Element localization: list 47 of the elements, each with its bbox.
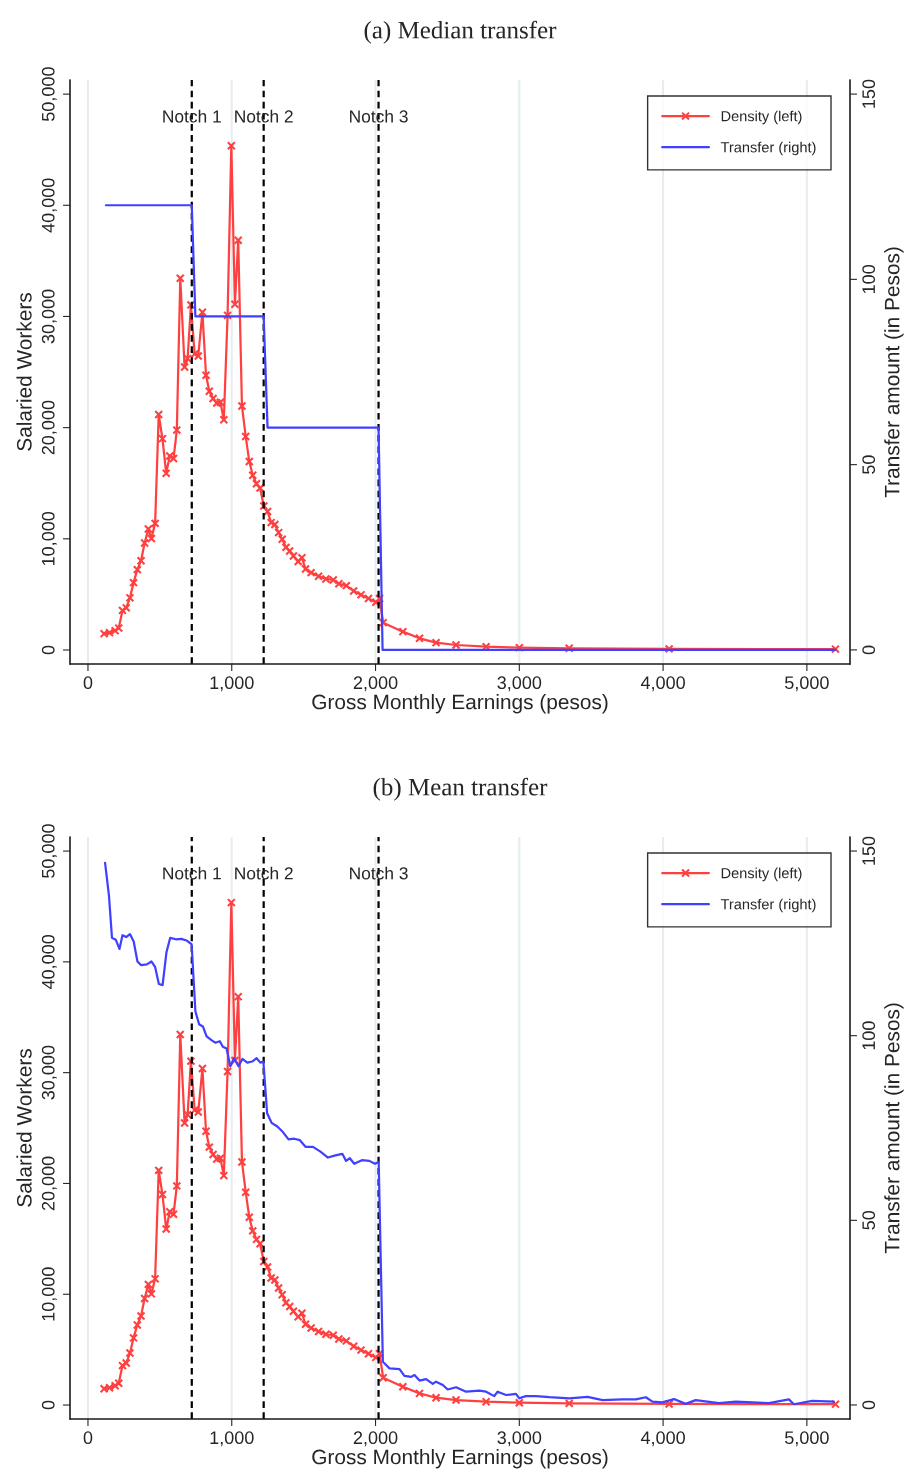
x-tick-label: 2,000 [353, 676, 398, 692]
y-tick-label: 10,000 [41, 1267, 57, 1321]
ref-line-label: Notch 2 [235, 866, 293, 880]
y2-tick-label: 150 [862, 836, 876, 865]
y-tick-label: 50,000 [41, 67, 57, 122]
y2-axis-title: Transfer amount (in Pesos) [884, 1003, 904, 1254]
y-axis-title: Salaried Workers [16, 293, 32, 451]
x-tick-label: 4,000 [640, 676, 685, 692]
y2-tick-label: 100 [862, 1021, 876, 1050]
x-tick-label: 0 [83, 676, 93, 690]
y2-tick-label: 50 [862, 1210, 876, 1230]
y-tick-label: 20,000 [41, 400, 57, 455]
y-axis-title: Salaried Workers [16, 1049, 32, 1207]
x-tick-label: 3,000 [497, 676, 542, 692]
y2-tick-label: 100 [862, 265, 876, 294]
legend-label: Density (left) [721, 867, 802, 882]
x-tick-label: 1,000 [210, 1431, 254, 1447]
y2-tick-label: 150 [862, 79, 876, 108]
y-tick-label: 20,000 [41, 1156, 57, 1211]
x-tick-label: 1,000 [210, 676, 254, 692]
y-tick-label: 0 [41, 1400, 55, 1410]
ref-line-label: Notch 1 [163, 866, 221, 880]
y-tick-label: 10,000 [41, 511, 57, 566]
y-tick-label: 0 [41, 645, 55, 655]
y2-tick-label: 0 [862, 645, 876, 655]
y-tick-label: 30,000 [41, 289, 57, 344]
x-tick-label: 3,000 [497, 1431, 542, 1447]
legend-label: Transfer (right) [720, 141, 816, 156]
y-tick-label: 50,000 [41, 824, 57, 878]
legend-label: Density (left) [721, 110, 802, 125]
y-tick-label: 40,000 [41, 934, 57, 990]
chart-title: (b) Mean transfer [373, 777, 548, 801]
x-axis-title: Gross Monthly Earnings (pesos) [312, 694, 608, 714]
y2-axis-title: Transfer amount (in Pesos) [884, 247, 904, 498]
y-tick-label: 30,000 [41, 1045, 57, 1100]
x-tick-label: 5,000 [785, 1431, 829, 1447]
y2-tick-label: 0 [862, 1400, 876, 1410]
ref-line-label: Notch 3 [350, 866, 408, 880]
y-tick-label: 40,000 [41, 178, 57, 233]
y2-tick-label: 50 [862, 455, 876, 474]
x-tick-label: 5,000 [785, 676, 829, 692]
legend-label: Transfer (right) [720, 898, 816, 913]
x-tick-label: 4,000 [640, 1431, 685, 1447]
chart-title: (a) Median transfer [364, 20, 557, 44]
x-axis-title: Gross Monthly Earnings (pesos) [312, 1449, 608, 1469]
x-tick-label: 2,000 [353, 1431, 398, 1447]
x-tick-label: 0 [83, 1431, 93, 1445]
